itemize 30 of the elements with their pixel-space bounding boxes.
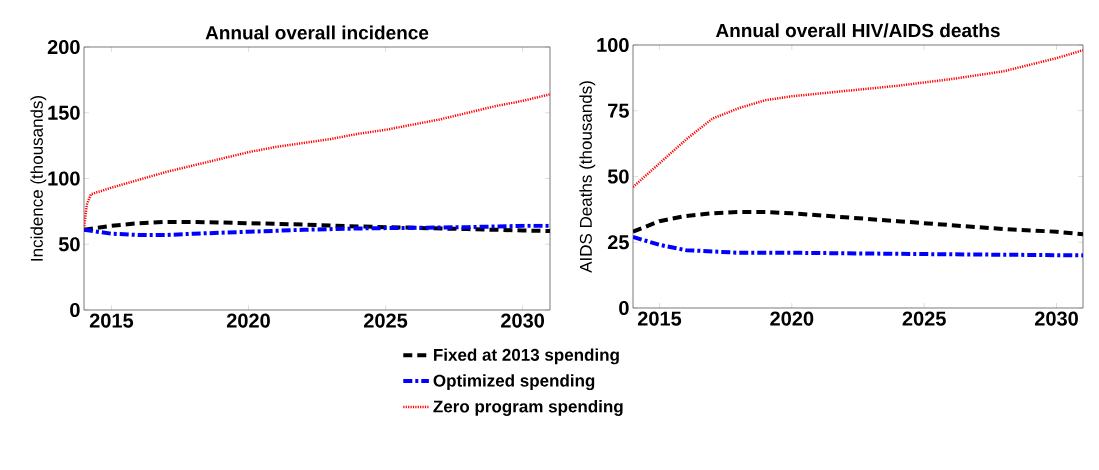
y-axis-title: Incidence (thousands) bbox=[30, 95, 47, 261]
y-tick-label: 100 bbox=[597, 37, 629, 53]
line-series bbox=[633, 234, 1083, 258]
x-tick-label: 2030 bbox=[501, 313, 545, 328]
x-tick-label: 2030 bbox=[1034, 311, 1078, 326]
x-tick-label: 2015 bbox=[89, 313, 134, 328]
legend-label: Fixed at 2013 spending bbox=[434, 348, 619, 365]
x-tick-label: 2025 bbox=[363, 313, 408, 328]
y-tick-label: 200 bbox=[47, 39, 80, 55]
x-tick-label: 2020 bbox=[226, 313, 270, 328]
x-tick-label: 2020 bbox=[770, 311, 814, 326]
y-axis-title: AIDS Deaths (thousands) bbox=[579, 81, 596, 273]
y-tick-label: 0 bbox=[619, 300, 629, 316]
chart-title: Annual overall incidence bbox=[205, 25, 429, 40]
y-tick-label: 0 bbox=[70, 302, 80, 318]
legend-label: Optimized spending bbox=[433, 374, 595, 391]
line-series bbox=[84, 219, 551, 234]
x-tick-label: 2025 bbox=[902, 311, 946, 326]
y-tick-label: 50 bbox=[58, 237, 80, 252]
line-series bbox=[84, 223, 551, 238]
x-tick-label: 2015 bbox=[637, 311, 682, 326]
chart-title: Annual overall HIV/AIDS deaths bbox=[715, 23, 1000, 38]
line-series bbox=[633, 49, 1083, 189]
y-tick-label: 150 bbox=[48, 105, 80, 120]
line-series bbox=[633, 209, 1083, 237]
y-tick-label: 75 bbox=[608, 103, 629, 118]
y-tick-label: 25 bbox=[607, 235, 629, 250]
legend-label: Zero program spending bbox=[433, 400, 623, 416]
y-tick-label: 50 bbox=[607, 169, 629, 184]
y-tick-label: 100 bbox=[48, 171, 80, 186]
